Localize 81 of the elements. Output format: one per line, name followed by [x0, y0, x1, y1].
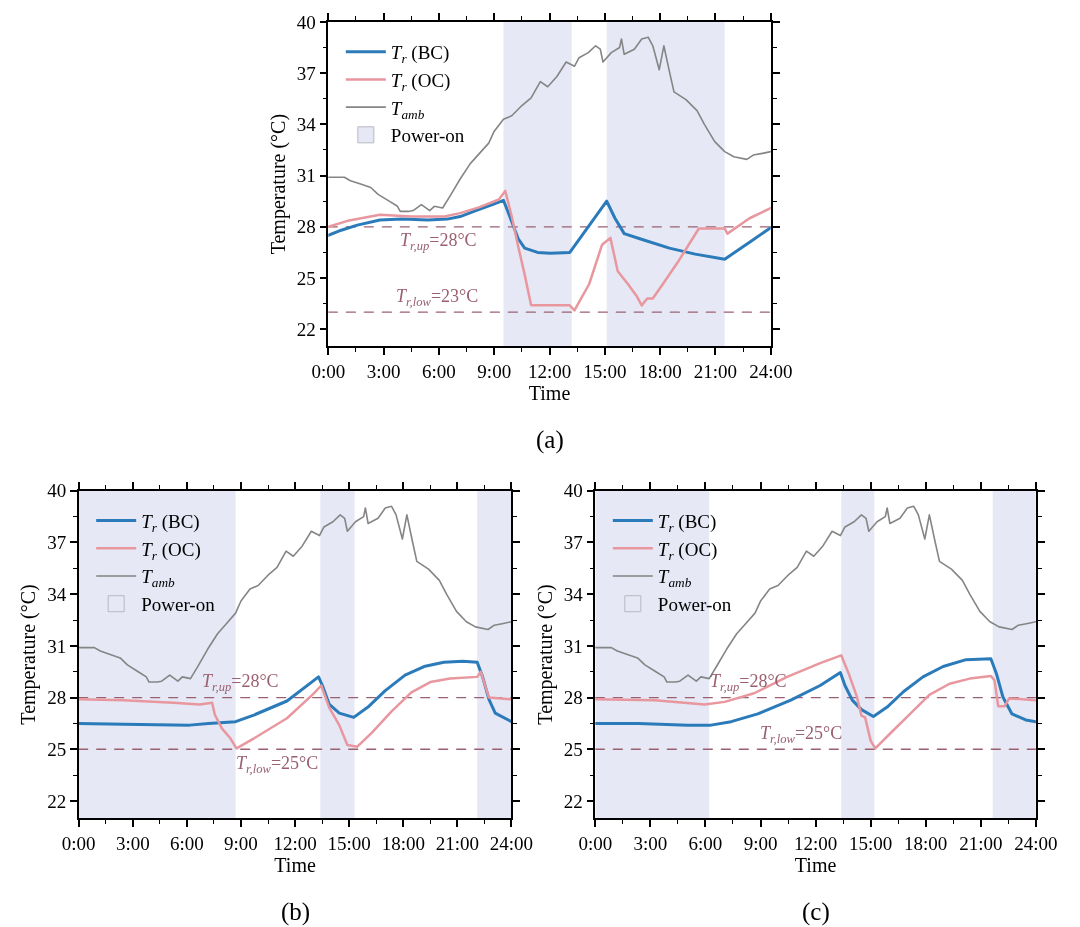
- text: (c): [802, 898, 830, 926]
- x-tick-label: 9:00: [477, 360, 512, 382]
- x-tick-label: 0:00: [311, 360, 346, 382]
- y-tick-label: 28: [47, 687, 67, 709]
- x-tick-label: 3:00: [366, 360, 401, 382]
- x-tick-label: 15:00: [327, 832, 371, 854]
- y-axis-title: Temperature (°C): [533, 584, 557, 725]
- x-tick-label: 21:00: [693, 360, 738, 382]
- x-tick-label: 0:00: [61, 832, 96, 854]
- y-tick-label: 22: [563, 790, 583, 812]
- y-tick-label: 28: [296, 216, 316, 238]
- y-axis-title: Temperature (°C): [17, 584, 41, 725]
- line-series: [328, 189, 771, 312]
- legend-label: T$_{r}$ (BC): [141, 511, 200, 536]
- x-tick-label: 18:00: [904, 832, 948, 854]
- band-label: Power-on: [141, 594, 216, 616]
- x-tick-label: 12:00: [793, 832, 838, 854]
- legend-label: T$_{amb}$: [657, 566, 692, 591]
- x-tick-label: 0:00: [578, 832, 613, 854]
- line-series: [595, 657, 1036, 727]
- y-tick-label: 22: [47, 790, 67, 812]
- y-tick-label: 22: [296, 318, 316, 340]
- y-tick-label: 31: [47, 635, 67, 657]
- y-tick-label: 28: [563, 687, 583, 709]
- y-tick-label: 37: [563, 532, 583, 554]
- y-tick-label: 34: [563, 583, 584, 605]
- y-axis-title: Temperature (°C): [266, 113, 290, 255]
- y-tick-label: 40: [563, 480, 583, 502]
- x-tick-label: 6:00: [688, 832, 723, 854]
- line-series: [78, 670, 512, 750]
- x-tick-label: 9:00: [224, 832, 258, 854]
- x-tick-label: 12:00: [527, 360, 572, 382]
- y-tick-label: 40: [47, 480, 67, 502]
- x-tick-label: 21:00: [959, 832, 1003, 854]
- line-series: [328, 36, 771, 213]
- x-tick-label: 15:00: [583, 360, 627, 382]
- x-tick-label: 6:00: [170, 832, 204, 854]
- y-tick-label: 34: [296, 113, 317, 135]
- x-tick-label: 15:00: [849, 832, 893, 854]
- legend-label: T$_{r}$ (BC): [657, 511, 717, 536]
- legend-label: T$_{r}$ (BC): [390, 42, 450, 67]
- ref-line-label: T$_{r,low}$=25°C: [760, 723, 843, 746]
- y-tick-label: 31: [296, 165, 316, 187]
- legend-label: T$_{r}$ (OC): [141, 538, 201, 563]
- ref-line-label: T$_{r,up}$=28°C: [400, 230, 477, 253]
- x-axis-title: Time: [794, 853, 837, 876]
- y-tick-label: 37: [296, 62, 316, 84]
- y-tick-label: 31: [563, 635, 583, 657]
- y-tick-label: 34: [47, 583, 67, 605]
- x-tick-label: 12:00: [273, 832, 317, 854]
- ref-line-label: T$_{r,low}$=23°C: [396, 286, 479, 309]
- legend-label: T$_{r}$ (OC): [390, 69, 451, 94]
- y-tick-label: 25: [296, 267, 316, 289]
- x-tick-label: 3:00: [115, 832, 150, 854]
- line-series: [595, 654, 1036, 750]
- y-tick-label: 25: [563, 738, 583, 760]
- ref-line-label: T$_{r,low}$=25°C: [236, 753, 319, 776]
- x-tick-label: 24:00: [489, 832, 534, 854]
- x-tick-label: 18:00: [381, 832, 425, 854]
- x-axis-title: Time: [528, 381, 571, 404]
- legend-label: T$_{r}$ (OC): [657, 538, 718, 563]
- ref-line-label: T$_{r,up}$=28°C: [202, 671, 279, 694]
- y-tick-label: 37: [47, 532, 67, 554]
- y-tick-label: 25: [47, 738, 67, 760]
- x-tick-label: 18:00: [638, 360, 682, 382]
- legend-label: T$_{amb}$: [390, 97, 425, 122]
- x-tick-label: 9:00: [743, 832, 778, 854]
- x-tick-label: 21:00: [435, 832, 480, 854]
- legend-label: T$_{amb}$: [141, 566, 176, 591]
- x-tick-label: 24:00: [1014, 832, 1058, 854]
- text: (a): [536, 426, 564, 454]
- band-label: Power-on: [657, 594, 732, 616]
- line-series: [78, 659, 512, 727]
- x-tick-label: 6:00: [422, 360, 456, 382]
- text: (b): [281, 898, 311, 926]
- x-tick-label: 3:00: [633, 832, 668, 854]
- band-label: Power-on: [390, 125, 465, 147]
- line-series: [328, 198, 771, 261]
- y-tick-label: 40: [296, 11, 316, 33]
- x-axis-title: Time: [274, 853, 316, 876]
- x-tick-label: 24:00: [749, 360, 793, 382]
